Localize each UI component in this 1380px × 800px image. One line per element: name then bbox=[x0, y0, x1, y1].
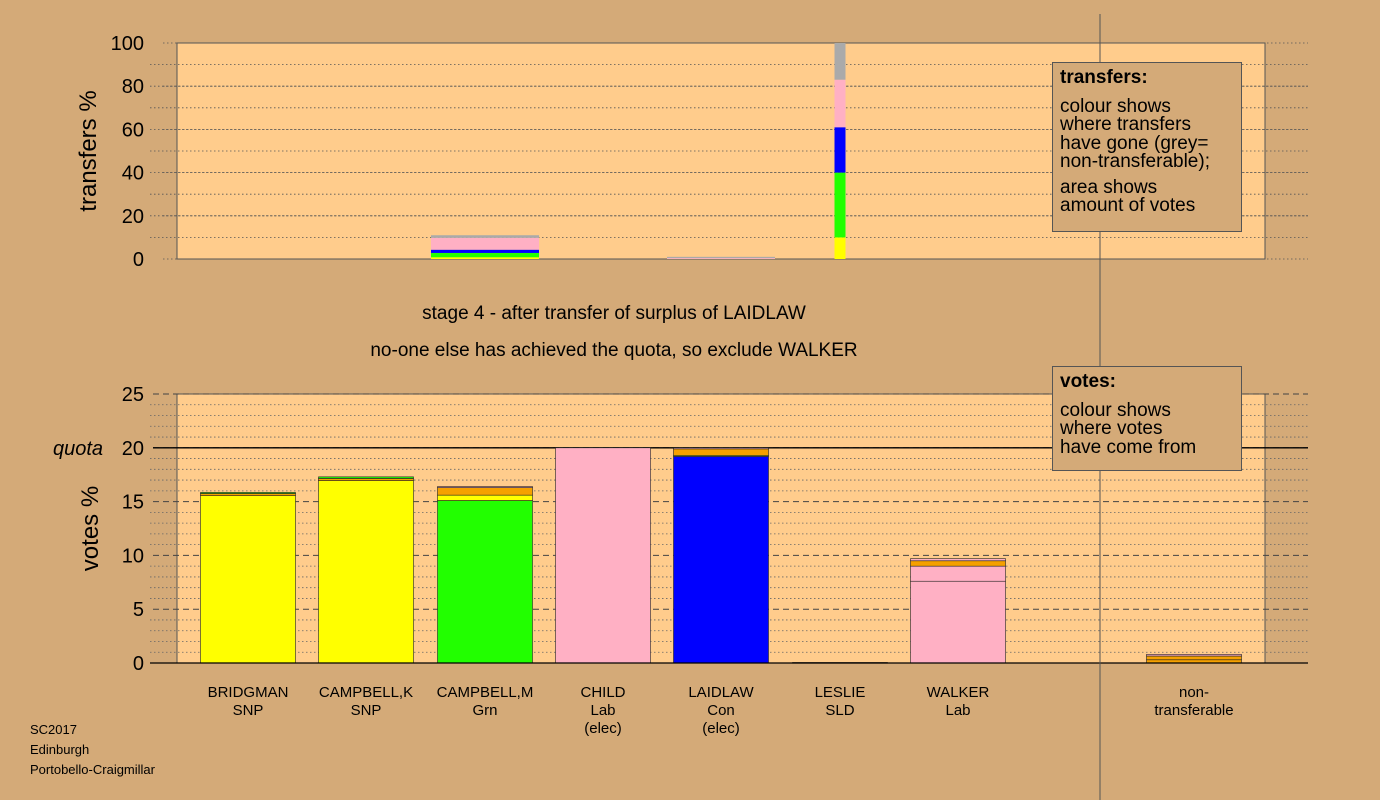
candidate-label: WALKER bbox=[927, 684, 990, 701]
transfers-y-tick-label: 80 bbox=[122, 76, 144, 98]
footer-line: Edinburgh bbox=[30, 742, 90, 757]
vote-bar-segment bbox=[1146, 655, 1242, 661]
legend-transfers-line: have gone (grey= bbox=[1060, 132, 1209, 154]
legend-votes-line: colour shows bbox=[1060, 399, 1171, 421]
votes-y-tick-label: 20 bbox=[122, 438, 144, 460]
candidate-label: LESLIE bbox=[815, 684, 866, 701]
vote-bar-segment bbox=[437, 494, 533, 501]
transfers-y-tick-label: 20 bbox=[122, 206, 144, 228]
candidate-label: transferable bbox=[1154, 702, 1233, 719]
vote-bar-segment bbox=[910, 580, 1006, 664]
candidate-label: SLD bbox=[825, 702, 854, 719]
vote-bar-segment bbox=[1146, 654, 1242, 657]
legend-votes-line: have come from bbox=[1060, 436, 1197, 458]
candidate-label: CAMPBELL,M bbox=[437, 684, 534, 701]
votes-y-tick-label: 5 bbox=[133, 599, 144, 621]
transfer-bar-segment bbox=[834, 79, 846, 128]
legend-transfers-line: non-transferable); bbox=[1060, 151, 1210, 172]
vote-bar-segment bbox=[673, 447, 769, 450]
transfers-y-tick-label: 40 bbox=[122, 163, 144, 185]
legend-votes-title: votes: bbox=[1060, 371, 1116, 392]
vote-bar-segment bbox=[200, 495, 296, 664]
vote-bar-segment bbox=[200, 493, 296, 496]
legend-transfers-line: amount of votes bbox=[1060, 195, 1196, 216]
legend-transfers-title: transfers: bbox=[1060, 67, 1148, 88]
stage-headline: stage 4 - after transfer of surplus of L… bbox=[422, 303, 806, 324]
vote-bar-segment bbox=[910, 565, 1006, 582]
legend-transfers: transfers: colour shows where transfers … bbox=[1052, 62, 1242, 232]
vote-bar-segment bbox=[318, 476, 414, 479]
transfer-bar-segment bbox=[431, 257, 539, 259]
stage-subheadline: no-one else has achieved the quota, so e… bbox=[370, 340, 857, 361]
votes-y-tick-label: 0 bbox=[133, 653, 144, 675]
transfer-bar-segment bbox=[431, 252, 539, 258]
footer: SC2017 Edinburgh Portobello-Craigmillar bbox=[30, 720, 155, 780]
candidate-label: Grn bbox=[472, 702, 497, 719]
transfer-bar-segment bbox=[431, 237, 539, 250]
vote-bar-segment bbox=[437, 487, 533, 496]
transfers-y-tick-label: 100 bbox=[111, 33, 144, 55]
candidate-label: (elec) bbox=[584, 720, 622, 737]
transfer-bar-segment bbox=[431, 249, 539, 253]
candidate-label: BRIDGMAN bbox=[208, 684, 289, 701]
footer-line: Portobello-Craigmillar bbox=[30, 762, 155, 777]
votes-y-tick-label: 25 bbox=[122, 384, 144, 406]
vote-bar-segment bbox=[200, 492, 296, 494]
votes-y-tick-label: 10 bbox=[122, 545, 144, 567]
vote-bar-segment bbox=[555, 447, 651, 664]
legend-transfers-line: where transfers bbox=[1060, 114, 1191, 135]
transfer-bar-segment bbox=[667, 258, 775, 259]
candidate-label: SNP bbox=[351, 702, 382, 719]
transfers-y-tick-label: 60 bbox=[122, 119, 144, 141]
candidate-label: Lab bbox=[945, 702, 970, 719]
legend-votes: votes: colour shows where votes have com… bbox=[1052, 366, 1242, 471]
vote-bar-segment bbox=[673, 448, 769, 456]
vote-bar-segment bbox=[318, 478, 414, 481]
vote-bar-segment bbox=[437, 486, 533, 488]
votes-y-tick-label: 15 bbox=[122, 492, 144, 514]
candidate-label: SNP bbox=[233, 702, 264, 719]
vote-bar-segment bbox=[437, 500, 533, 664]
transfer-bar-segment bbox=[834, 172, 846, 238]
transfers-y-tick-label: 0 bbox=[133, 249, 144, 271]
candidate-label: CHILD bbox=[580, 684, 625, 701]
candidate-label: (elec) bbox=[702, 720, 740, 737]
legend-transfers-line: area shows bbox=[1060, 176, 1158, 198]
transfers-y-axis-label: transfers % bbox=[75, 90, 102, 211]
transfer-bar-segment bbox=[667, 256, 775, 259]
candidate-label: CAMPBELL,K bbox=[319, 684, 413, 701]
candidate-label: non- bbox=[1179, 684, 1209, 701]
transfer-bar-segment bbox=[834, 43, 846, 80]
footer-line: SC2017 bbox=[30, 722, 77, 737]
transfer-bar-segment bbox=[834, 127, 846, 173]
transfer-bar-segment bbox=[431, 235, 539, 238]
quota-label: quota bbox=[53, 438, 103, 460]
candidate-label: Lab bbox=[590, 702, 615, 719]
vote-bar-segment bbox=[673, 456, 769, 664]
legend-transfers-line: colour shows bbox=[1060, 95, 1171, 117]
candidate-label: Con bbox=[707, 702, 735, 719]
transfer-bar-segment bbox=[834, 237, 846, 259]
candidate-label: LAIDLAW bbox=[688, 684, 754, 701]
votes-y-axis-label: votes % bbox=[77, 486, 104, 571]
legend-votes-line: where votes bbox=[1060, 418, 1163, 439]
vote-bar-segment bbox=[318, 480, 414, 664]
vote-bar-segment bbox=[910, 560, 1006, 567]
vote-bar-segment bbox=[910, 558, 1006, 562]
